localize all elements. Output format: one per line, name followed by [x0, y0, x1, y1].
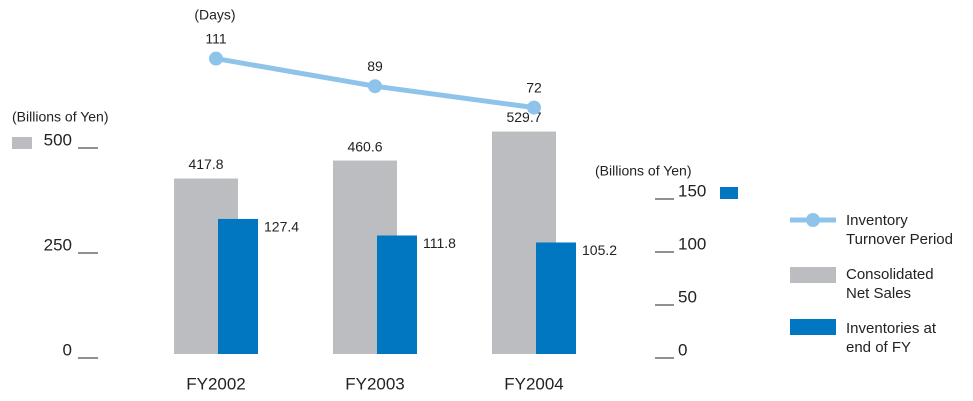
y2-axis-key [720, 187, 738, 199]
legend-swatch [790, 319, 836, 335]
line-marker [368, 79, 382, 94]
value-label: 417.8 [188, 156, 223, 172]
legend-marker [806, 213, 820, 227]
y-tick-label: 0 [63, 340, 72, 359]
x-tick-label: FY2004 [504, 374, 564, 393]
legend-text: Inventories at end of FY [846, 320, 937, 356]
y2-tick-label: 150 [678, 181, 706, 200]
bar [536, 242, 576, 354]
line-marker [527, 100, 541, 115]
y-axis-key [12, 137, 32, 149]
legend-text: Consolidated Net Sales [846, 266, 934, 302]
bar [218, 218, 258, 354]
line-marker [209, 51, 223, 66]
bar [377, 235, 417, 354]
value-label: 72 [526, 79, 542, 95]
legend-text: Inventory Turnover Period [846, 212, 953, 248]
x-tick-label: FY2002 [186, 374, 246, 393]
y2-tick-label: 0 [678, 340, 687, 359]
legend-item: Inventory Turnover Period [846, 212, 953, 248]
days-label: (Days) [194, 7, 235, 23]
legend-item: Consolidated Net Sales [846, 266, 934, 302]
y2-tick-label: 50 [678, 287, 697, 306]
y2-axis-label: (Billions of Yen) [595, 163, 692, 179]
y-tick-label: 250 [44, 235, 72, 254]
value-label: 105.2 [582, 242, 617, 258]
value-label: 89 [367, 58, 383, 74]
legend-item: Inventories at end of FY [846, 320, 937, 356]
y2-tick-label: 100 [678, 234, 706, 253]
value-label: 111.8 [423, 235, 456, 251]
value-label: 111 [205, 30, 226, 46]
y-tick-label: 500 [44, 130, 72, 149]
value-label: 460.6 [347, 138, 382, 154]
x-tick-label: FY2003 [345, 374, 405, 393]
value-label: 127.4 [264, 219, 299, 235]
legend-swatch [790, 267, 836, 283]
y-axis-label: (Billions of Yen) [12, 109, 109, 125]
